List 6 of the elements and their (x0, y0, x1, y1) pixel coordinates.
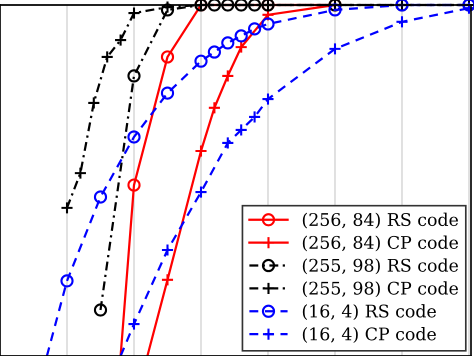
legend-label: (16, 4) CP code (302, 327, 436, 343)
legend-label: (256, 84) CP code (302, 236, 458, 252)
legend-label: (256, 84) RS code (302, 212, 458, 229)
legend-label: (16, 4) RS code (302, 304, 436, 320)
legend-label: (255, 98) CP code (302, 281, 458, 298)
legend-label: (255, 98) RS code (302, 258, 458, 274)
